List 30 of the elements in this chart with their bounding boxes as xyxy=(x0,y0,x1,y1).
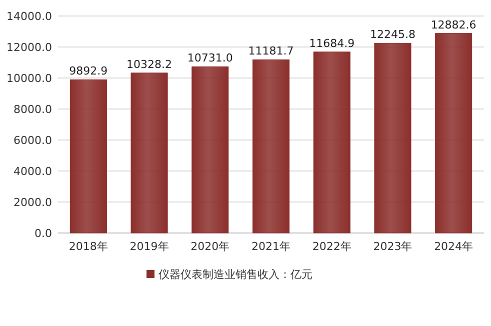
data-label: 11181.7 xyxy=(248,44,294,58)
y-tick-label: 0.0 xyxy=(34,227,52,240)
bar xyxy=(374,42,412,234)
y-tick-label: 6000.0 xyxy=(14,134,52,147)
data-label: 11684.9 xyxy=(309,36,355,50)
y-tick-label: 4000.0 xyxy=(14,165,52,178)
legend: 仪器仪表制造业销售收入：亿元 xyxy=(146,268,312,281)
bar xyxy=(313,52,350,234)
bar xyxy=(130,72,168,234)
x-tick-label: 2018年 xyxy=(68,240,108,253)
data-label: 10328.2 xyxy=(126,58,172,71)
x-tick-label: 2024年 xyxy=(434,240,474,253)
y-tick-label: 12000.0 xyxy=(6,41,52,54)
data-label: 10731.0 xyxy=(187,52,233,65)
y-tick-label: 10000.0 xyxy=(6,72,52,85)
y-tick-label: 2000.0 xyxy=(14,196,52,209)
x-tick-label: 2022年 xyxy=(312,240,352,253)
bar xyxy=(70,79,107,234)
bar xyxy=(192,66,229,234)
bar xyxy=(435,33,472,234)
x-tick-label: 2021年 xyxy=(252,240,290,253)
y-tick-label: 14000.0 xyxy=(6,10,52,23)
data-label: 9892.9 xyxy=(69,64,108,78)
x-tick-label: 2020年 xyxy=(190,240,230,253)
y-tick-label: 8000.0 xyxy=(14,103,52,116)
data-label: 12882.6 xyxy=(430,18,476,32)
data-label: 12245.8 xyxy=(370,28,416,42)
x-tick-label: 2023年 xyxy=(373,240,412,253)
bar xyxy=(252,59,290,234)
x-tick-label: 2019年 xyxy=(130,240,169,253)
